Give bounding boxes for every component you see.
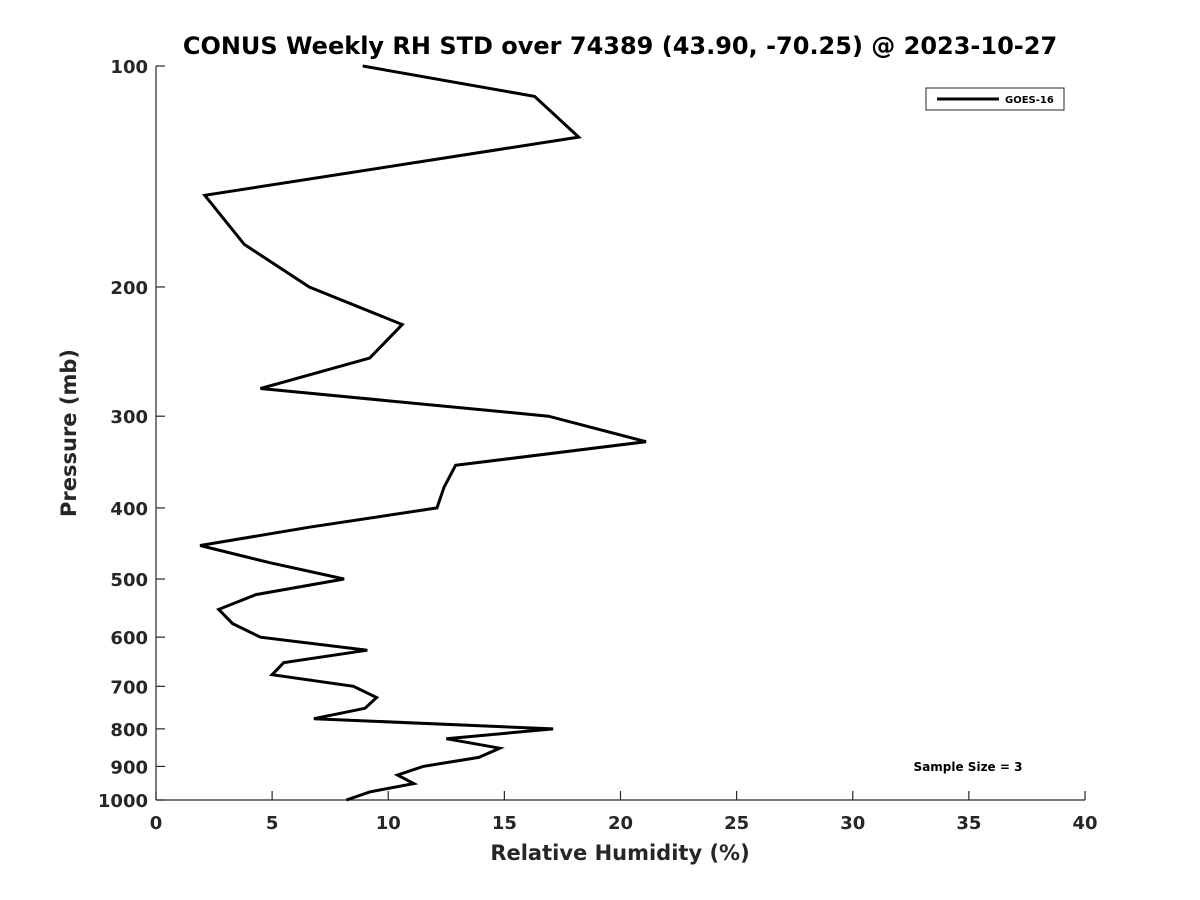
sample-size-annotation: Sample Size = 3 — [914, 760, 1023, 774]
y-tick-label: 200 — [110, 278, 148, 299]
x-tick-label: 25 — [724, 813, 749, 834]
x-axis-label: Relative Humidity (%) — [490, 841, 749, 865]
x-tick-label: 30 — [840, 813, 865, 834]
y-tick-label: 500 — [110, 570, 148, 591]
y-axis-label: Pressure (mb) — [57, 349, 81, 517]
legend: GOES-16 — [925, 87, 1065, 111]
y-axis-ticks: 100 200 300 400 500 600 700 800 900 1000 — [98, 57, 165, 812]
y-tick-label: 1000 — [98, 791, 148, 812]
x-tick-label: 40 — [1072, 813, 1097, 834]
chart-title: CONUS Weekly RH STD over 74389 (43.90, -… — [183, 32, 1057, 60]
x-axis-ticks: 0 5 10 15 20 25 30 35 40 — [150, 791, 1098, 834]
y-tick-label: 900 — [110, 757, 148, 778]
y-tick-label: 100 — [110, 57, 148, 78]
x-tick-label: 5 — [266, 813, 279, 834]
x-tick-label: 15 — [492, 813, 517, 834]
legend-label: GOES-16 — [1005, 95, 1054, 106]
x-tick-label: 10 — [376, 813, 401, 834]
series-layer — [199, 64, 647, 802]
y-tick-label: 700 — [110, 677, 148, 698]
y-tick-label: 800 — [110, 720, 148, 741]
x-tick-label: 35 — [956, 813, 981, 834]
series-line-goes-16 — [199, 64, 647, 802]
y-tick-label: 400 — [110, 499, 148, 520]
y-tick-label: 300 — [110, 407, 148, 428]
x-tick-label: 20 — [608, 813, 633, 834]
x-tick-label: 0 — [150, 813, 163, 834]
y-tick-label: 600 — [110, 628, 148, 649]
plot-area — [155, 66, 1085, 801]
